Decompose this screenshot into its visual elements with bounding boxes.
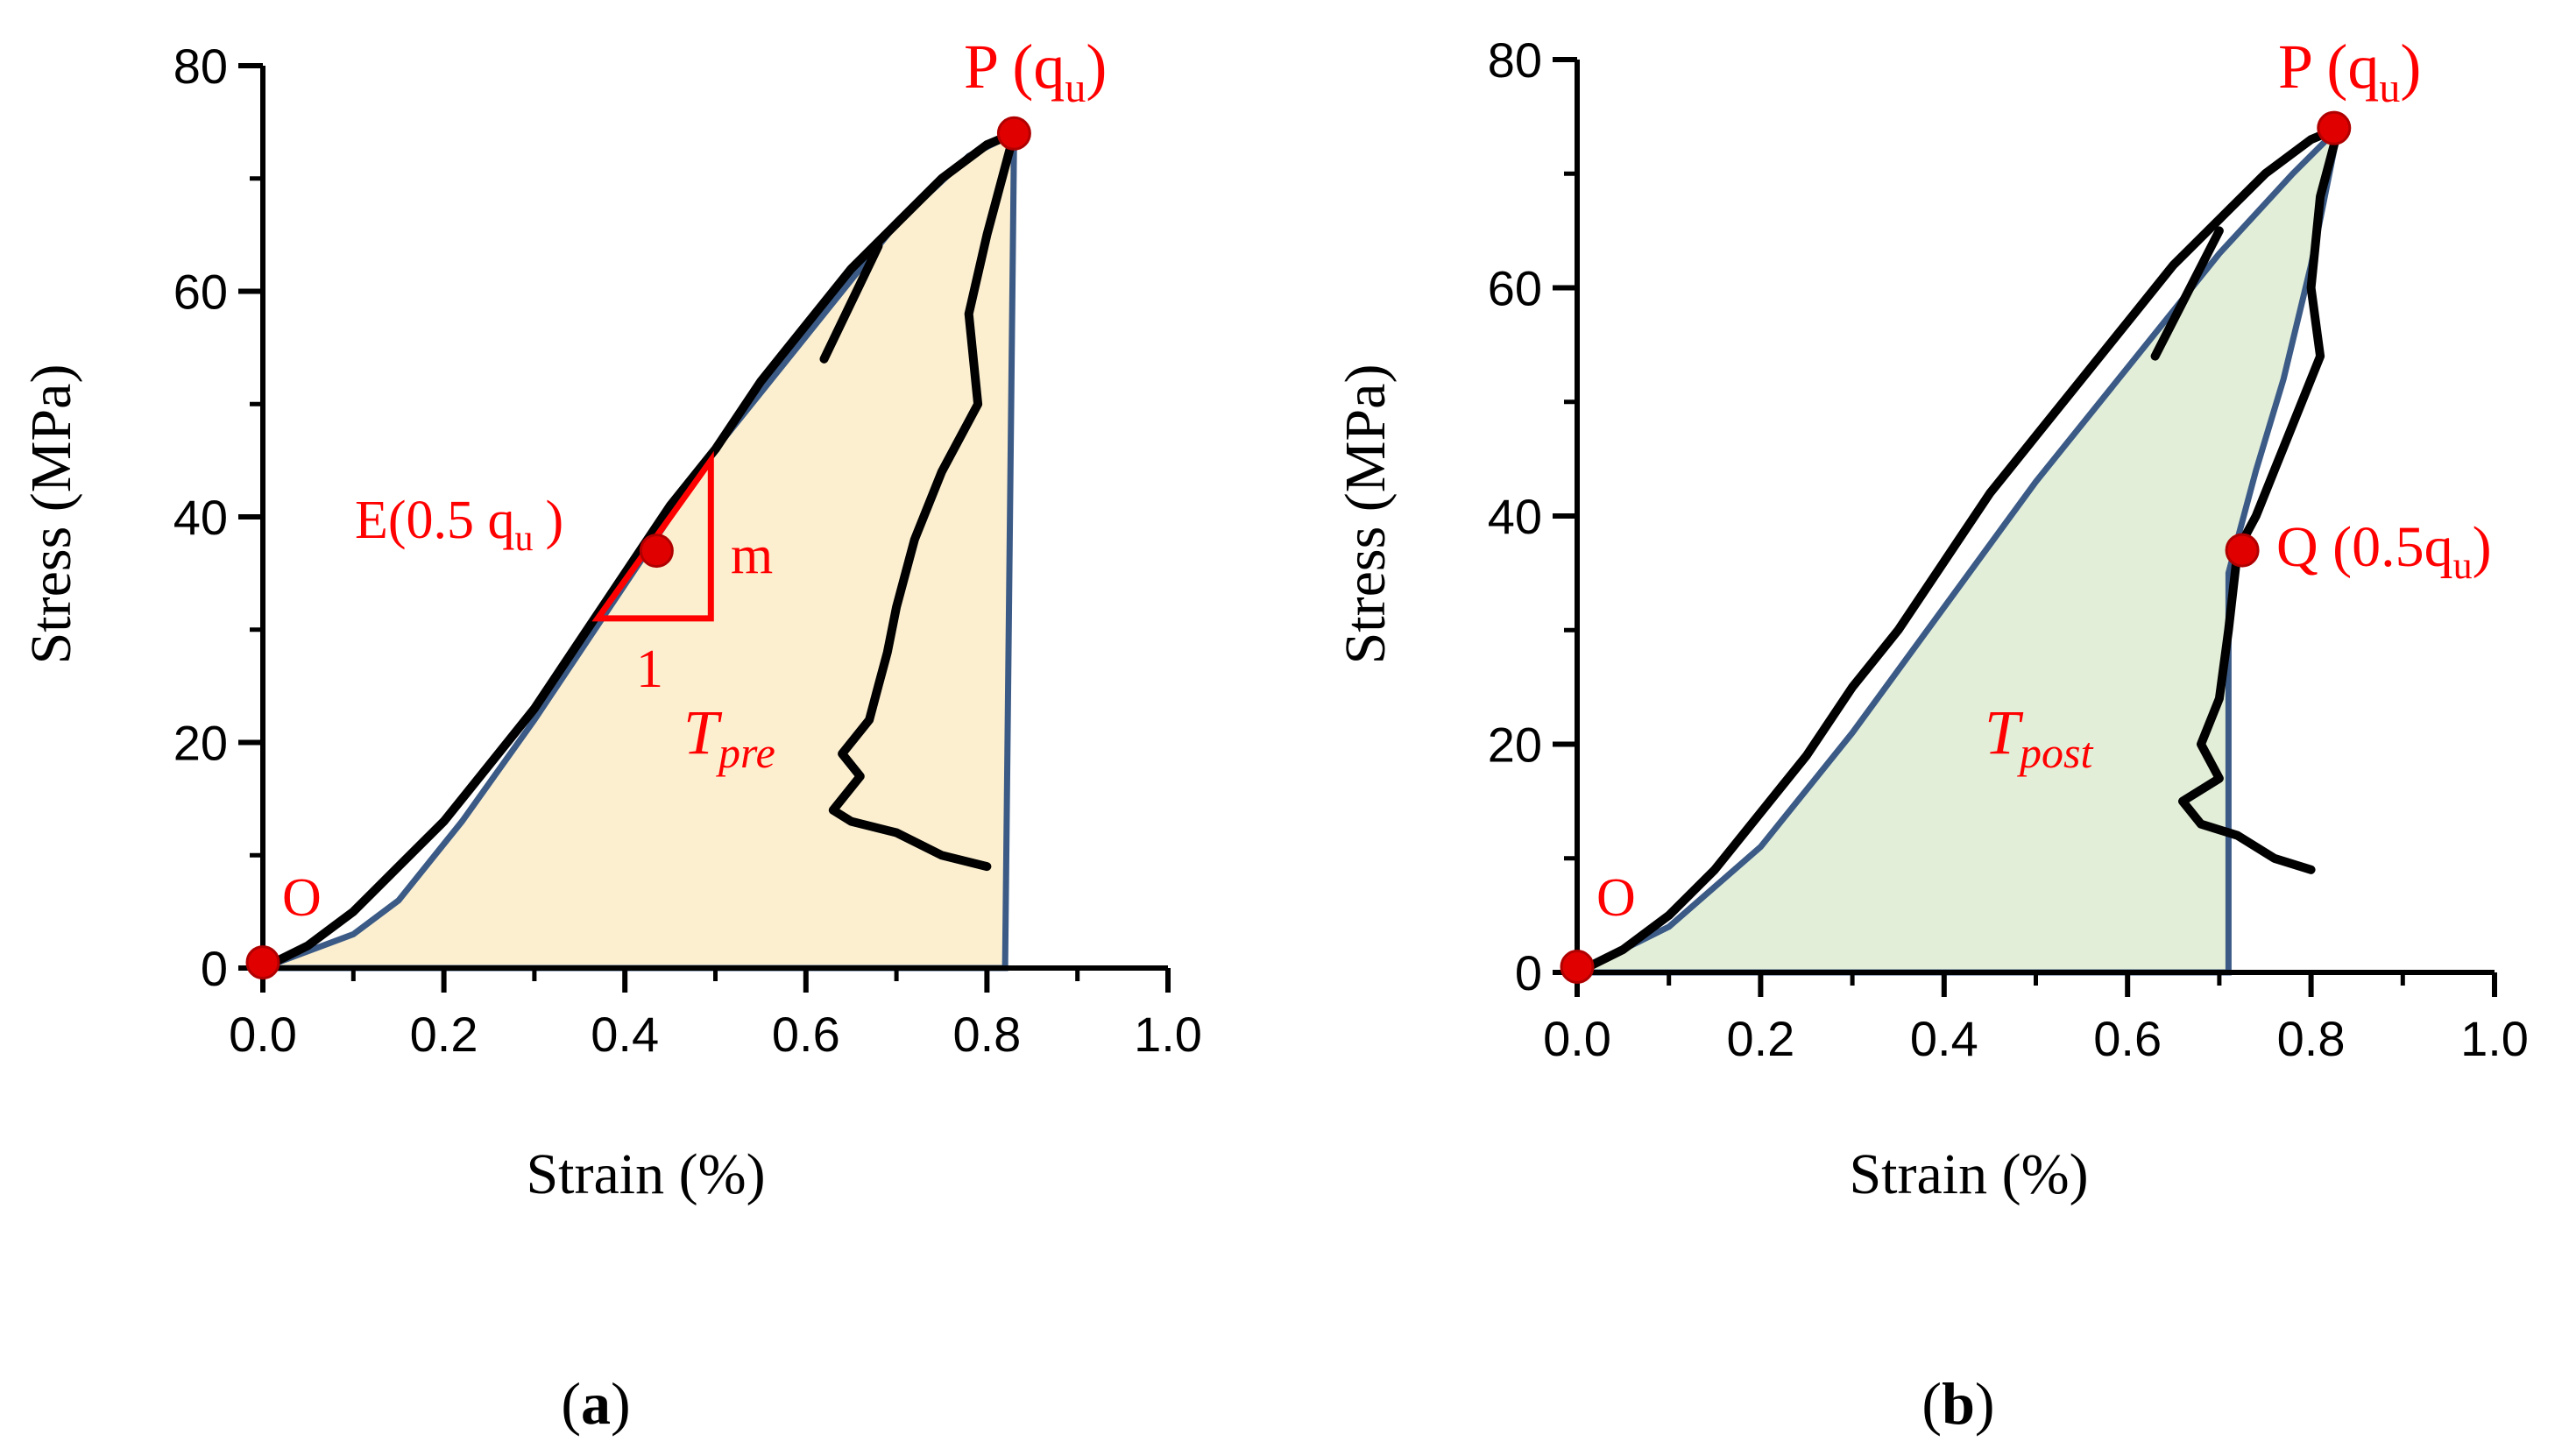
panel-b-y-tick-label: 60: [1488, 261, 1542, 316]
panel-a-label-e-prefix: E(0.5 q: [355, 491, 515, 550]
panel-a-caption-letter: a: [581, 1370, 611, 1437]
panel-b-curve-post-peak: [2178, 124, 2343, 874]
panel-a-x-axis-title: Strain (%): [526, 1142, 765, 1206]
panel-b-caption-letter: b: [1942, 1370, 1975, 1437]
panel-b-y-tick-label: 0: [1515, 945, 1542, 1000]
panel-a-y-tick-label: 80: [173, 39, 228, 94]
panel-a-curve-side-branch: [819, 242, 883, 364]
panel-b-label-p-suffix: ): [2400, 32, 2421, 102]
panel-b-label-o: O: [1596, 868, 1636, 928]
panel-a-curve-post-peak: [828, 129, 1019, 872]
panel-b-label-p-sub: u: [2379, 65, 2400, 111]
panel-a-y-tick-label: 0: [201, 941, 228, 996]
panel-b-curve-pre-peak: [1573, 124, 2343, 977]
panel-b-axes: 0.0 0.2 0.4 0.6 0.8 1.0 0 20 40 60 80: [1488, 32, 2529, 1066]
panel-b-t-post-region: [1577, 128, 2339, 973]
panel-b-label-t-main: T: [1985, 697, 2024, 767]
panel-b-label-q-sub: u: [2453, 544, 2473, 587]
panel-a-label-e-suffix: ): [546, 491, 564, 550]
panel-a-label-t-sub: pre: [716, 728, 775, 777]
panel-b-caption: (b): [1921, 1370, 1994, 1437]
panel-a-label-p-sub: u: [1065, 65, 1086, 111]
panel-b-x-tick-label: 0.2: [1726, 1011, 1794, 1066]
panel-a-axes: 0.0 0.2 0.4 0.6 0.8 1.0 0 20 40 60 80: [173, 39, 1202, 1062]
panel-a-x-tick-label: 0.4: [591, 1007, 659, 1062]
panel-a-x-tick-label: 0.6: [772, 1007, 840, 1062]
panel-b-x-tick-label: 0.0: [1543, 1011, 1611, 1066]
panel-a-label-o: O: [282, 868, 322, 928]
panel-b-y-tick-label: 20: [1488, 717, 1542, 773]
panel-b-label-q: Q (0.5qu): [2276, 515, 2492, 587]
panel-a-x-tick-label: 0.8: [952, 1007, 1021, 1062]
panel-a-point-e: [639, 534, 674, 569]
panel-b-x-axis-title: Strain (%): [1849, 1142, 2088, 1206]
panel-a-point-p: [996, 116, 1031, 151]
panel-b-caption-open: (: [1921, 1370, 1942, 1437]
panel-b-caption-close: ): [1975, 1370, 1995, 1437]
panel-a-y-tick-label: 60: [173, 265, 228, 320]
panel-b-chart: 0.0 0.2 0.4 0.6 0.8 1.0 0 20 40 60 80 Strain (%) S…: [1334, 32, 2529, 1437]
panel-b-label-p-prefix: P (q: [2278, 32, 2379, 102]
panel-b-point-o: [1560, 949, 1595, 984]
panel-a-x-tick-label: 1.0: [1134, 1007, 1202, 1062]
panel-a-label-p-prefix: P (q: [964, 32, 1065, 102]
panel-a-label-t-main: T: [683, 697, 723, 767]
panel-a-x-tick-label: 0.2: [410, 1007, 478, 1062]
panel-a-y-axis-title: Stress (MPa): [19, 364, 83, 665]
panel-a-label-e-sub: u: [515, 519, 534, 559]
panel-b-y-tick-label: 40: [1488, 489, 1542, 544]
panel-a-caption-close: ): [611, 1370, 631, 1437]
panel-a-x-tick-label: 0.0: [229, 1007, 297, 1062]
panel-a-y-tick-label: 20: [173, 716, 228, 771]
panel-a-label-p-suffix: ): [1086, 32, 1107, 102]
panel-a-chart: 0.0 0.2 0.4 0.6 0.8 1.0 0 20 40 60 80 Strain (%) S…: [19, 32, 1202, 1437]
panel-b-point-q: [2225, 533, 2260, 568]
panel-b-label-q-suffix: ): [2473, 515, 2492, 579]
panel-a-label-m: m: [731, 526, 773, 585]
panel-b-markers: [1560, 110, 2352, 984]
panel-a-caption-open: (: [561, 1370, 581, 1437]
panel-a-label-one: 1: [636, 640, 663, 699]
panel-b-x-tick-label: 0.6: [2093, 1011, 2162, 1066]
panel-a-label-t-pre: Tpre: [683, 697, 775, 777]
panel-a-markers: [245, 116, 1031, 980]
panel-b-label-p: P (qu): [2278, 32, 2421, 111]
panel-a-point-o: [245, 945, 280, 980]
panel-a-t-pre-region: [263, 133, 1015, 969]
panel-a-label-p: P (qu): [964, 32, 1107, 111]
panel-b-x-tick-label: 0.8: [2277, 1011, 2346, 1066]
panel-b-x-tick-label: 1.0: [2460, 1011, 2529, 1066]
panel-a-y-tick-label: 40: [173, 490, 228, 545]
panel-b-y-tick-label: 80: [1488, 32, 1542, 88]
panel-a-label-e: E(0.5 qu): [355, 491, 563, 559]
panel-b-point-p: [2317, 110, 2352, 145]
panel-a-caption: (a): [561, 1370, 630, 1437]
panel-b-label-t-post: Tpost: [1985, 697, 2094, 777]
panel-b-label-t-sub: post: [2017, 728, 2093, 777]
panel-b-y-axis-title: Stress (MPa): [1334, 364, 1398, 665]
panel-b-label-q-prefix: Q (0.5q: [2276, 515, 2453, 579]
panel-b-x-tick-label: 0.4: [1910, 1011, 1978, 1066]
panel-b-curve-side-branch: [2150, 226, 2224, 361]
